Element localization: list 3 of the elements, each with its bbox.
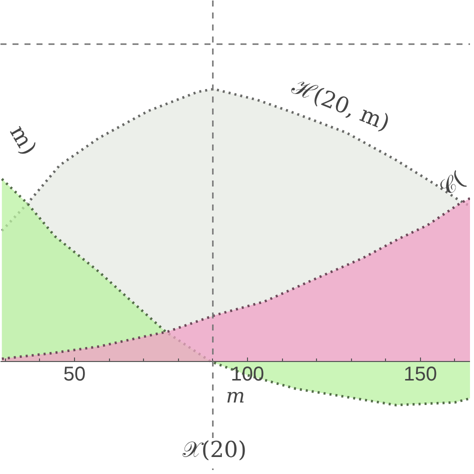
annotation: ℋ(20, m) [287, 74, 393, 136]
text: 𝒳(20) [182, 438, 247, 463]
annotation: m) [4, 122, 41, 160]
